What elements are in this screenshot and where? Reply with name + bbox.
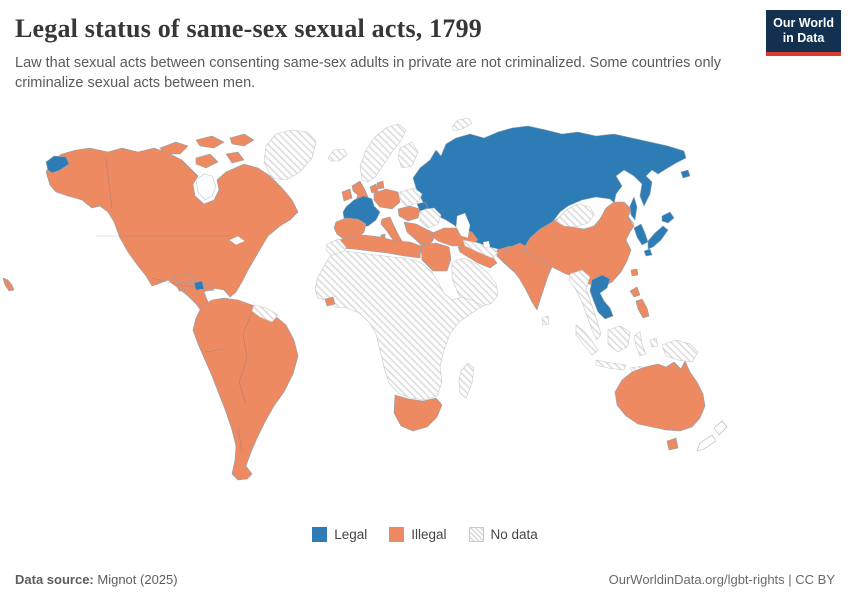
sierra-leone-region[interactable] bbox=[324, 296, 336, 307]
finland-region[interactable] bbox=[397, 141, 419, 169]
legend-item-illegal[interactable]: Illegal bbox=[389, 527, 447, 542]
poland-region[interactable] bbox=[399, 187, 423, 207]
alaska-canada-border bbox=[105, 157, 113, 209]
legend-label: No data bbox=[490, 527, 538, 542]
austria-region[interactable] bbox=[397, 205, 421, 222]
new-zealand-north-region[interactable] bbox=[713, 420, 728, 436]
arctic-island-3-region[interactable] bbox=[229, 133, 255, 147]
legend-item-legal[interactable]: Legal bbox=[312, 527, 367, 542]
caspian-sea bbox=[455, 212, 471, 239]
north-africa-ottoman-region[interactable] bbox=[333, 234, 422, 259]
aral-sea bbox=[482, 240, 491, 248]
australia-region[interactable] bbox=[614, 360, 706, 432]
chart-subtitle: Law that sexual acts between consenting … bbox=[15, 55, 722, 91]
owid-logo-line2: in Data bbox=[782, 31, 825, 45]
chukotka-fragment-region[interactable] bbox=[45, 155, 70, 174]
ireland-region[interactable] bbox=[341, 188, 353, 202]
credit-link[interactable]: OurWorldinData.org/lgbt-rights | CC BY bbox=[608, 572, 835, 587]
us-mexico-border bbox=[151, 277, 201, 289]
taiwan-region[interactable] bbox=[630, 268, 639, 277]
germany-prussia-region[interactable] bbox=[373, 188, 401, 210]
sulawesi-region[interactable] bbox=[633, 331, 647, 357]
dominican-republic-region[interactable] bbox=[203, 282, 215, 292]
java-region[interactable] bbox=[595, 359, 627, 371]
svalbard-region[interactable] bbox=[451, 117, 473, 132]
legend-swatch-legal bbox=[312, 527, 328, 542]
hudson-bay bbox=[195, 173, 217, 201]
haiti-region[interactable] bbox=[193, 280, 205, 291]
sumatra-region[interactable] bbox=[575, 324, 599, 356]
south-africa-region[interactable] bbox=[393, 394, 443, 432]
africa-region[interactable] bbox=[314, 250, 484, 401]
data-source: Data source: Mignot (2025) bbox=[15, 572, 178, 587]
tasmania-region[interactable] bbox=[666, 437, 679, 451]
balkans-region[interactable] bbox=[403, 221, 437, 249]
madagascar-region[interactable] bbox=[458, 362, 475, 399]
cuba-region[interactable] bbox=[171, 272, 199, 284]
brazil-west-border bbox=[238, 311, 253, 405]
legend-swatch-nodata bbox=[468, 527, 484, 542]
arctic-island-2-region[interactable] bbox=[195, 135, 225, 149]
map-regions bbox=[2, 117, 728, 481]
map-borders bbox=[96, 157, 253, 453]
mongolia-region[interactable] bbox=[555, 203, 595, 228]
north-america-region[interactable] bbox=[45, 147, 299, 329]
sakhalin-region[interactable] bbox=[629, 196, 638, 221]
japan-kyushu-region[interactable] bbox=[643, 248, 653, 257]
iceland-region[interactable] bbox=[327, 148, 348, 162]
arabia-region[interactable] bbox=[451, 257, 499, 308]
jamaica-region[interactable] bbox=[177, 286, 186, 292]
japan-hokkaido-region[interactable] bbox=[661, 211, 675, 224]
legend-label: Illegal bbox=[411, 527, 447, 542]
myanmar-thailand-region[interactable] bbox=[568, 269, 602, 341]
map-legend: Legal Illegal No data bbox=[0, 527, 850, 542]
philippines-north-region[interactable] bbox=[629, 286, 641, 298]
egypt-region[interactable] bbox=[420, 242, 452, 272]
central-asia-region[interactable] bbox=[462, 239, 499, 259]
map-lakes bbox=[195, 173, 491, 248]
legend-label: Legal bbox=[334, 527, 368, 542]
arctic-island-5-region[interactable] bbox=[225, 151, 245, 164]
great-lakes bbox=[228, 235, 246, 246]
new-guinea-region[interactable] bbox=[661, 339, 699, 363]
moluccas-region[interactable] bbox=[649, 337, 659, 348]
legend-item-nodata[interactable]: No data bbox=[468, 527, 538, 542]
guianas-region[interactable] bbox=[251, 304, 279, 323]
japan-honshu-region[interactable] bbox=[647, 225, 669, 250]
sri-lanka-region[interactable] bbox=[541, 315, 550, 326]
chart-footer: Data source: Mignot (2025) OurWorldinDat… bbox=[15, 572, 835, 587]
arctic-island-4-region[interactable] bbox=[195, 153, 219, 169]
peru-brazil-border bbox=[204, 348, 225, 353]
owid-logo-line1: Our World bbox=[773, 16, 834, 30]
hawaii-region[interactable] bbox=[2, 277, 15, 292]
legend-swatch-illegal bbox=[389, 527, 405, 542]
wrangel-island-region[interactable] bbox=[680, 169, 691, 179]
greenland-region[interactable] bbox=[263, 129, 317, 181]
netherlands-region[interactable] bbox=[369, 183, 379, 194]
hungary-region-region[interactable] bbox=[419, 207, 442, 229]
chart-title: Legal status of same-sex sexual acts, 17… bbox=[15, 14, 482, 43]
scandinavia-region[interactable] bbox=[359, 123, 407, 183]
arctic-island-1-region[interactable] bbox=[159, 141, 189, 155]
data-source-value: Mignot (2025) bbox=[97, 572, 178, 587]
owid-logo[interactable]: Our World in Data bbox=[766, 10, 841, 56]
philippines-south-region[interactable] bbox=[635, 298, 650, 319]
moldova-region[interactable] bbox=[416, 201, 429, 212]
korea-region[interactable] bbox=[633, 223, 649, 246]
south-america-region[interactable] bbox=[192, 297, 299, 481]
new-zealand-south-region[interactable] bbox=[696, 434, 717, 452]
data-source-label: Data source: bbox=[15, 572, 94, 587]
vietnam-indochina-region[interactable] bbox=[589, 274, 614, 320]
borneo-region[interactable] bbox=[607, 325, 631, 353]
denmark-region[interactable] bbox=[376, 180, 385, 190]
argentina-chile-border bbox=[237, 427, 243, 453]
